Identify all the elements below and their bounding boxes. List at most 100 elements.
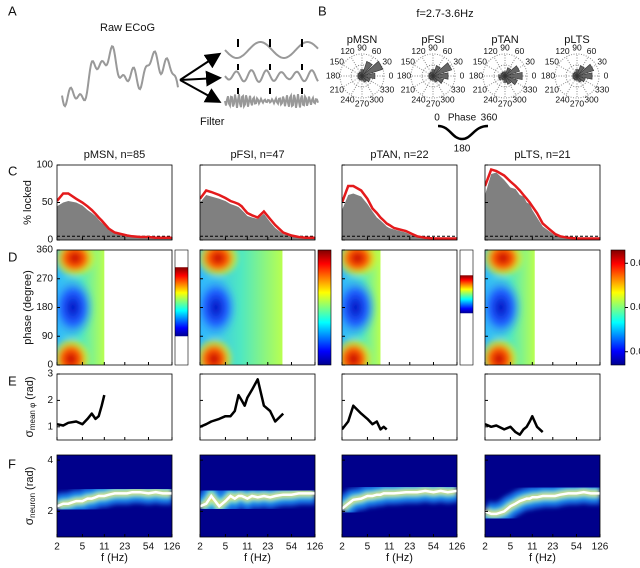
- panel-label: C: [8, 163, 17, 178]
- y-tick-label: 3: [47, 369, 53, 380]
- x-tick-label: 126: [164, 542, 181, 553]
- y-tick-label: 100: [36, 160, 53, 171]
- polar-angle-label: 300: [512, 94, 526, 104]
- y-tick-label: 0: [47, 235, 53, 246]
- polar-angle-label: 180: [326, 70, 340, 80]
- polar-petal: [361, 75, 367, 83]
- plot-area: [57, 192, 172, 240]
- polar-petal: [576, 72, 593, 80]
- fit-line: [57, 192, 172, 240]
- polar-angle-label: 0: [604, 70, 609, 80]
- plot-area: [342, 404, 388, 431]
- locked-area: [200, 195, 315, 240]
- axes: [199, 164, 316, 241]
- colorbar: [175, 267, 188, 337]
- axes: [341, 249, 458, 366]
- x-tick-label: 126: [307, 542, 324, 553]
- plot-area: [485, 250, 535, 365]
- x-tick-label: 2: [197, 542, 203, 553]
- colorbar-frame: [459, 249, 474, 366]
- column-title: pMSN, n=85: [84, 149, 145, 161]
- polar-spoke: [557, 64, 578, 77]
- phase-start: 0: [434, 113, 440, 124]
- polar-angle-label: 120: [483, 46, 497, 56]
- x-tick-label: 23: [119, 542, 131, 553]
- filtered-trace: [224, 92, 319, 110]
- axes: [56, 454, 173, 538]
- polar-petal: [361, 60, 384, 77]
- polar-ring: [339, 53, 385, 99]
- polar-spoke: [576, 75, 597, 88]
- polar-angle-label: 180: [469, 70, 483, 80]
- heatmap-blob: [200, 275, 238, 340]
- polar-angle-label: 90: [572, 42, 582, 52]
- x-tick-label: 11: [99, 542, 110, 553]
- polar-spoke: [361, 75, 382, 88]
- plot-area: [200, 189, 315, 240]
- polar-spoke: [413, 75, 434, 88]
- y-tick-label: 1: [47, 421, 53, 432]
- polar-angle-label: 60: [515, 46, 525, 56]
- locked-area: [57, 201, 172, 240]
- polar-name: pMSN: [347, 34, 378, 46]
- polar-angle-label: 330: [380, 84, 394, 94]
- x-tick-label: 5: [508, 542, 514, 553]
- heatmap-blob: [57, 275, 95, 340]
- x-tick-label: 5: [223, 542, 229, 553]
- panel-label: F: [8, 456, 16, 471]
- heatmap-blob: [57, 250, 97, 278]
- polar-angle-label: 210: [473, 84, 487, 94]
- heatmap-blobs: [200, 250, 240, 365]
- polar-angle-label: 210: [545, 84, 559, 94]
- axes: [56, 373, 173, 441]
- panel-label: A: [8, 3, 17, 18]
- x-tick-label: 54: [428, 542, 440, 553]
- axes: [484, 164, 601, 241]
- polar-ring: [410, 53, 456, 99]
- panel-a: Raw ECoG Filter: [61, 22, 319, 128]
- polar-angle-label: 210: [401, 84, 415, 94]
- polar-spoke: [421, 75, 434, 96]
- heatmap-blob: [200, 250, 240, 278]
- x-axis-label: f (Hz): [386, 552, 413, 564]
- polar-angle-label: 180: [541, 70, 555, 80]
- heatmap-blob: [57, 337, 91, 365]
- polar-petal: [432, 62, 453, 77]
- colorbar: [460, 275, 473, 314]
- x-tick-label: 23: [262, 542, 274, 553]
- x-tick-label: 11: [242, 542, 253, 553]
- y-label-symbol: σ: [22, 430, 36, 438]
- plot-area: [200, 250, 283, 365]
- polar-petal: [504, 71, 523, 81]
- polar-petal: [431, 69, 435, 77]
- polar-angle-label: 270: [355, 98, 369, 108]
- axes: [199, 249, 316, 366]
- y-tick-label: 90: [42, 331, 54, 342]
- x-tick-label: 11: [384, 542, 395, 553]
- y-tick-label: 2: [47, 395, 53, 406]
- fit-line: [485, 167, 600, 240]
- fit-line: [342, 184, 457, 240]
- arrow: [179, 79, 222, 103]
- polar-petal: [504, 67, 512, 77]
- phase-end: 360: [481, 113, 498, 124]
- polar-spoke: [504, 75, 517, 96]
- polar-angle-label: 30: [597, 56, 607, 66]
- axes-frame: [199, 373, 316, 441]
- polar-name: pTAN: [491, 34, 518, 46]
- polar-spoke: [432, 75, 445, 96]
- axes: [341, 373, 458, 441]
- axes-frame: [199, 454, 316, 538]
- axes: [56, 164, 173, 241]
- polar-spoke: [342, 64, 363, 77]
- column-title: pFSI, n=47: [230, 149, 284, 161]
- x-axis-label: f (Hz): [529, 552, 556, 564]
- y-axis-label: phase (degree): [22, 270, 34, 345]
- axes: [199, 454, 316, 538]
- mean-line: [200, 492, 315, 509]
- x-tick-label: 54: [571, 542, 583, 553]
- polar-angle-label: 300: [584, 94, 598, 104]
- polar-angle-label: 180: [397, 70, 411, 80]
- x-tick-label: 2: [482, 542, 488, 553]
